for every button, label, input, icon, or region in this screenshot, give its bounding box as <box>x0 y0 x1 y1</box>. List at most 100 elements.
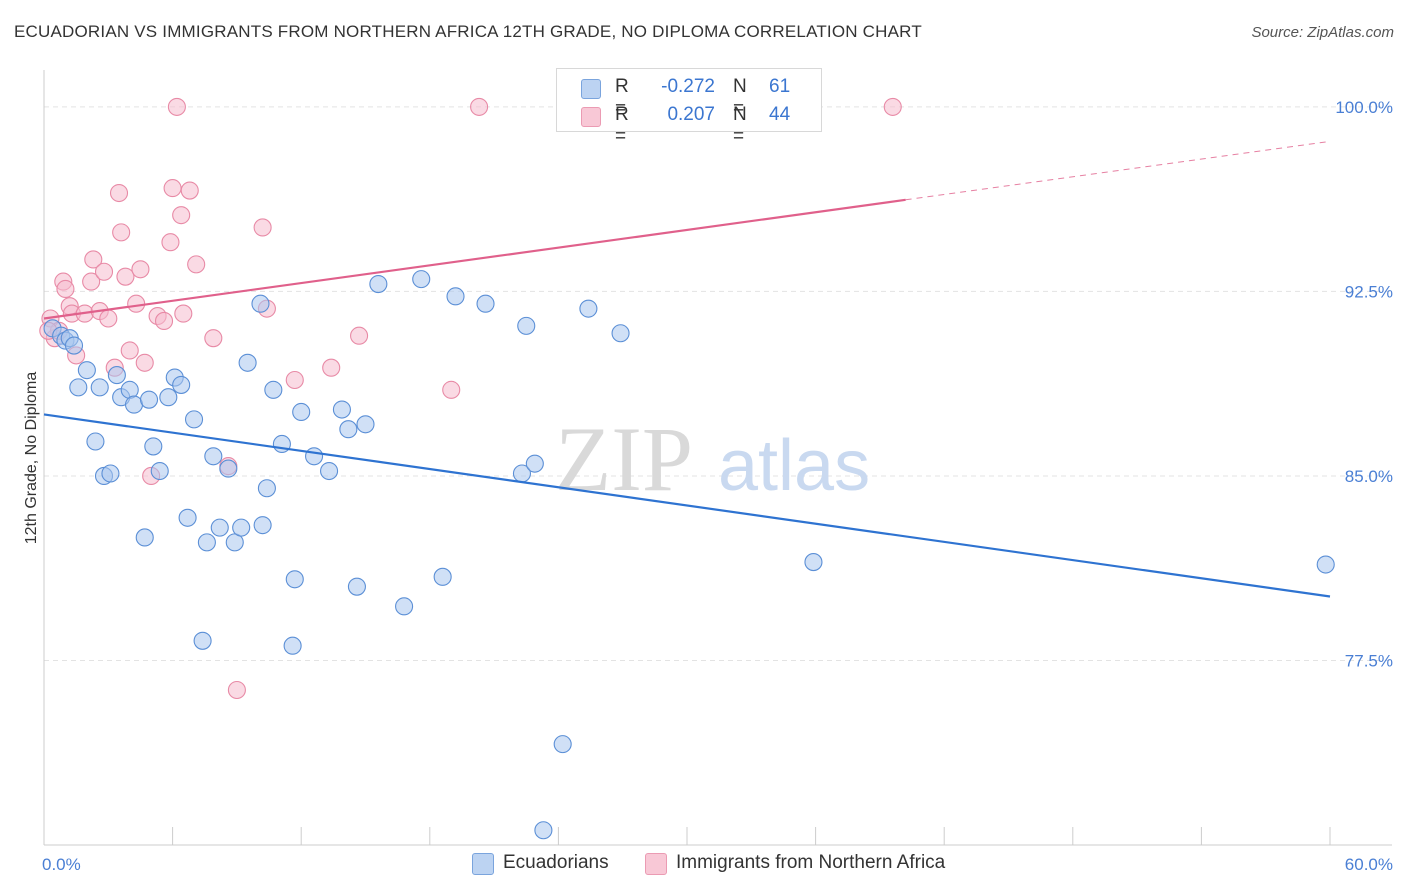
immigrants-point <box>163 179 182 198</box>
immigrants-point <box>127 294 146 313</box>
immigrants-point <box>109 183 129 203</box>
ecuadorians-point <box>197 533 216 552</box>
ecuadorians-point <box>64 336 84 355</box>
ecuadorians-point <box>339 420 358 439</box>
immigrants-point <box>442 380 461 399</box>
immigrants-point <box>120 341 139 360</box>
bottom-legend-label: Immigrants from Northern Africa <box>676 852 946 873</box>
ecuadorians-point <box>251 294 270 313</box>
legend-n-label: N = <box>733 104 747 147</box>
ecuadorians-point <box>90 378 109 397</box>
immigrants-point <box>112 223 131 242</box>
ecuadorians-point <box>193 631 212 650</box>
bottom-swatch-blue <box>472 853 494 875</box>
ecuadorians-point <box>476 294 495 313</box>
ecuadorians-point <box>219 459 238 478</box>
immigrants-point <box>174 304 193 323</box>
ecuadorians-point <box>446 287 465 306</box>
ecuadorians-point <box>804 553 823 572</box>
immigrants-point <box>883 97 902 116</box>
immigrants-point <box>187 255 206 274</box>
series-ecuadorians-points <box>43 270 1335 840</box>
ecuadorians-point <box>101 464 120 483</box>
ecuadorians-point <box>347 577 366 596</box>
immigrants-point <box>154 311 174 331</box>
ecuadorians-point <box>86 432 105 451</box>
legend-r-label: R = <box>615 104 629 147</box>
ecuadorians-point <box>517 316 536 335</box>
legend-r-value: 0.207 <box>667 104 715 125</box>
immigrants-point <box>116 267 135 286</box>
immigrants-point <box>94 262 114 281</box>
ecuadorians-point <box>139 390 159 409</box>
ecuadorians-point <box>369 274 388 294</box>
immigrants-trend-extension <box>905 140 1331 201</box>
ecuadorians-point <box>107 366 126 385</box>
ecuadorians-point <box>553 735 572 754</box>
axes <box>43 70 1392 846</box>
legend-r-value: -0.272 <box>661 76 715 97</box>
ecuadorians-point <box>172 375 191 394</box>
immigrants-point <box>135 353 154 372</box>
y-tick-label: 100.0% <box>1335 98 1393 117</box>
ecuadorians-point <box>178 508 197 527</box>
immigrants-point <box>82 272 101 291</box>
ecuadorians-point <box>159 388 178 407</box>
ecuadorians-point <box>611 324 630 343</box>
ecuadorians-point <box>257 479 276 498</box>
immigrants-point <box>172 206 191 225</box>
ecuadorians-point <box>144 437 163 456</box>
chart-title: ECUADORIAN VS IMMIGRANTS FROM NORTHERN A… <box>14 22 922 41</box>
ecuadorians-point <box>356 415 375 434</box>
ecuadorians-point <box>135 528 154 547</box>
legend-n-value: 44 <box>769 104 791 125</box>
correlation-legend: R = -0.272 N = 61 R = 0.207 N = 44 <box>556 68 822 147</box>
immigrants-point <box>204 329 223 348</box>
immigrants-point <box>99 309 118 328</box>
ecuadorians-point <box>69 378 88 397</box>
ecuadorians-point <box>292 402 311 422</box>
ecuadorians-point <box>395 597 414 616</box>
ecuadorians-point <box>579 299 598 318</box>
ecuadorians-point <box>124 395 144 414</box>
immigrants-point <box>56 279 75 299</box>
immigrants-trend-line <box>43 198 906 320</box>
immigrants-point <box>253 218 272 237</box>
x-tick-label: 0.0% <box>42 855 81 874</box>
ecuadorians-point <box>285 570 304 589</box>
immigrants-point <box>84 250 103 269</box>
ecuadorians-point <box>204 447 223 466</box>
y-tick-label: 92.5% <box>1345 282 1393 301</box>
watermark-atlas: atlas <box>718 426 870 506</box>
y-axis-label: 12th Grade, No Diploma <box>23 372 40 545</box>
immigrants-point <box>227 680 246 700</box>
ecuadorians-point <box>210 518 229 537</box>
immigrants-point <box>350 326 369 345</box>
trend-lines <box>43 140 1331 598</box>
immigrants-point <box>180 181 199 200</box>
ecuadorians-point <box>232 518 251 537</box>
ecuadorians-point <box>525 454 544 473</box>
tick-labels: 100.0% 92.5% 85.0% 77.5% 0.0% 60.0% <box>42 98 1393 874</box>
legend-swatch-pink <box>581 107 601 127</box>
watermark-zip: ZIP <box>555 408 693 510</box>
y-tick-label: 85.0% <box>1345 467 1393 486</box>
ecuadorians-point <box>264 380 283 399</box>
ecuadorians-point <box>433 567 452 586</box>
immigrants-point <box>322 358 341 377</box>
immigrants-point <box>167 97 186 116</box>
ecuadorians-point <box>412 270 431 289</box>
immigrants-point <box>470 97 489 116</box>
ecuadorians-point <box>77 361 96 380</box>
immigrants-point <box>285 370 304 390</box>
ecuadorians-point <box>332 400 351 419</box>
immigrants-point <box>161 233 180 252</box>
bottom-swatch-pink <box>645 853 667 875</box>
ecuadorians-trend-line <box>43 413 1331 598</box>
source-label: Source: ZipAtlas.com <box>1251 24 1394 41</box>
legend-r-label: R = <box>615 76 629 119</box>
ecuadorians-point <box>238 353 257 372</box>
ecuadorians-point <box>534 821 553 840</box>
legend-n-label: N = <box>733 76 747 119</box>
